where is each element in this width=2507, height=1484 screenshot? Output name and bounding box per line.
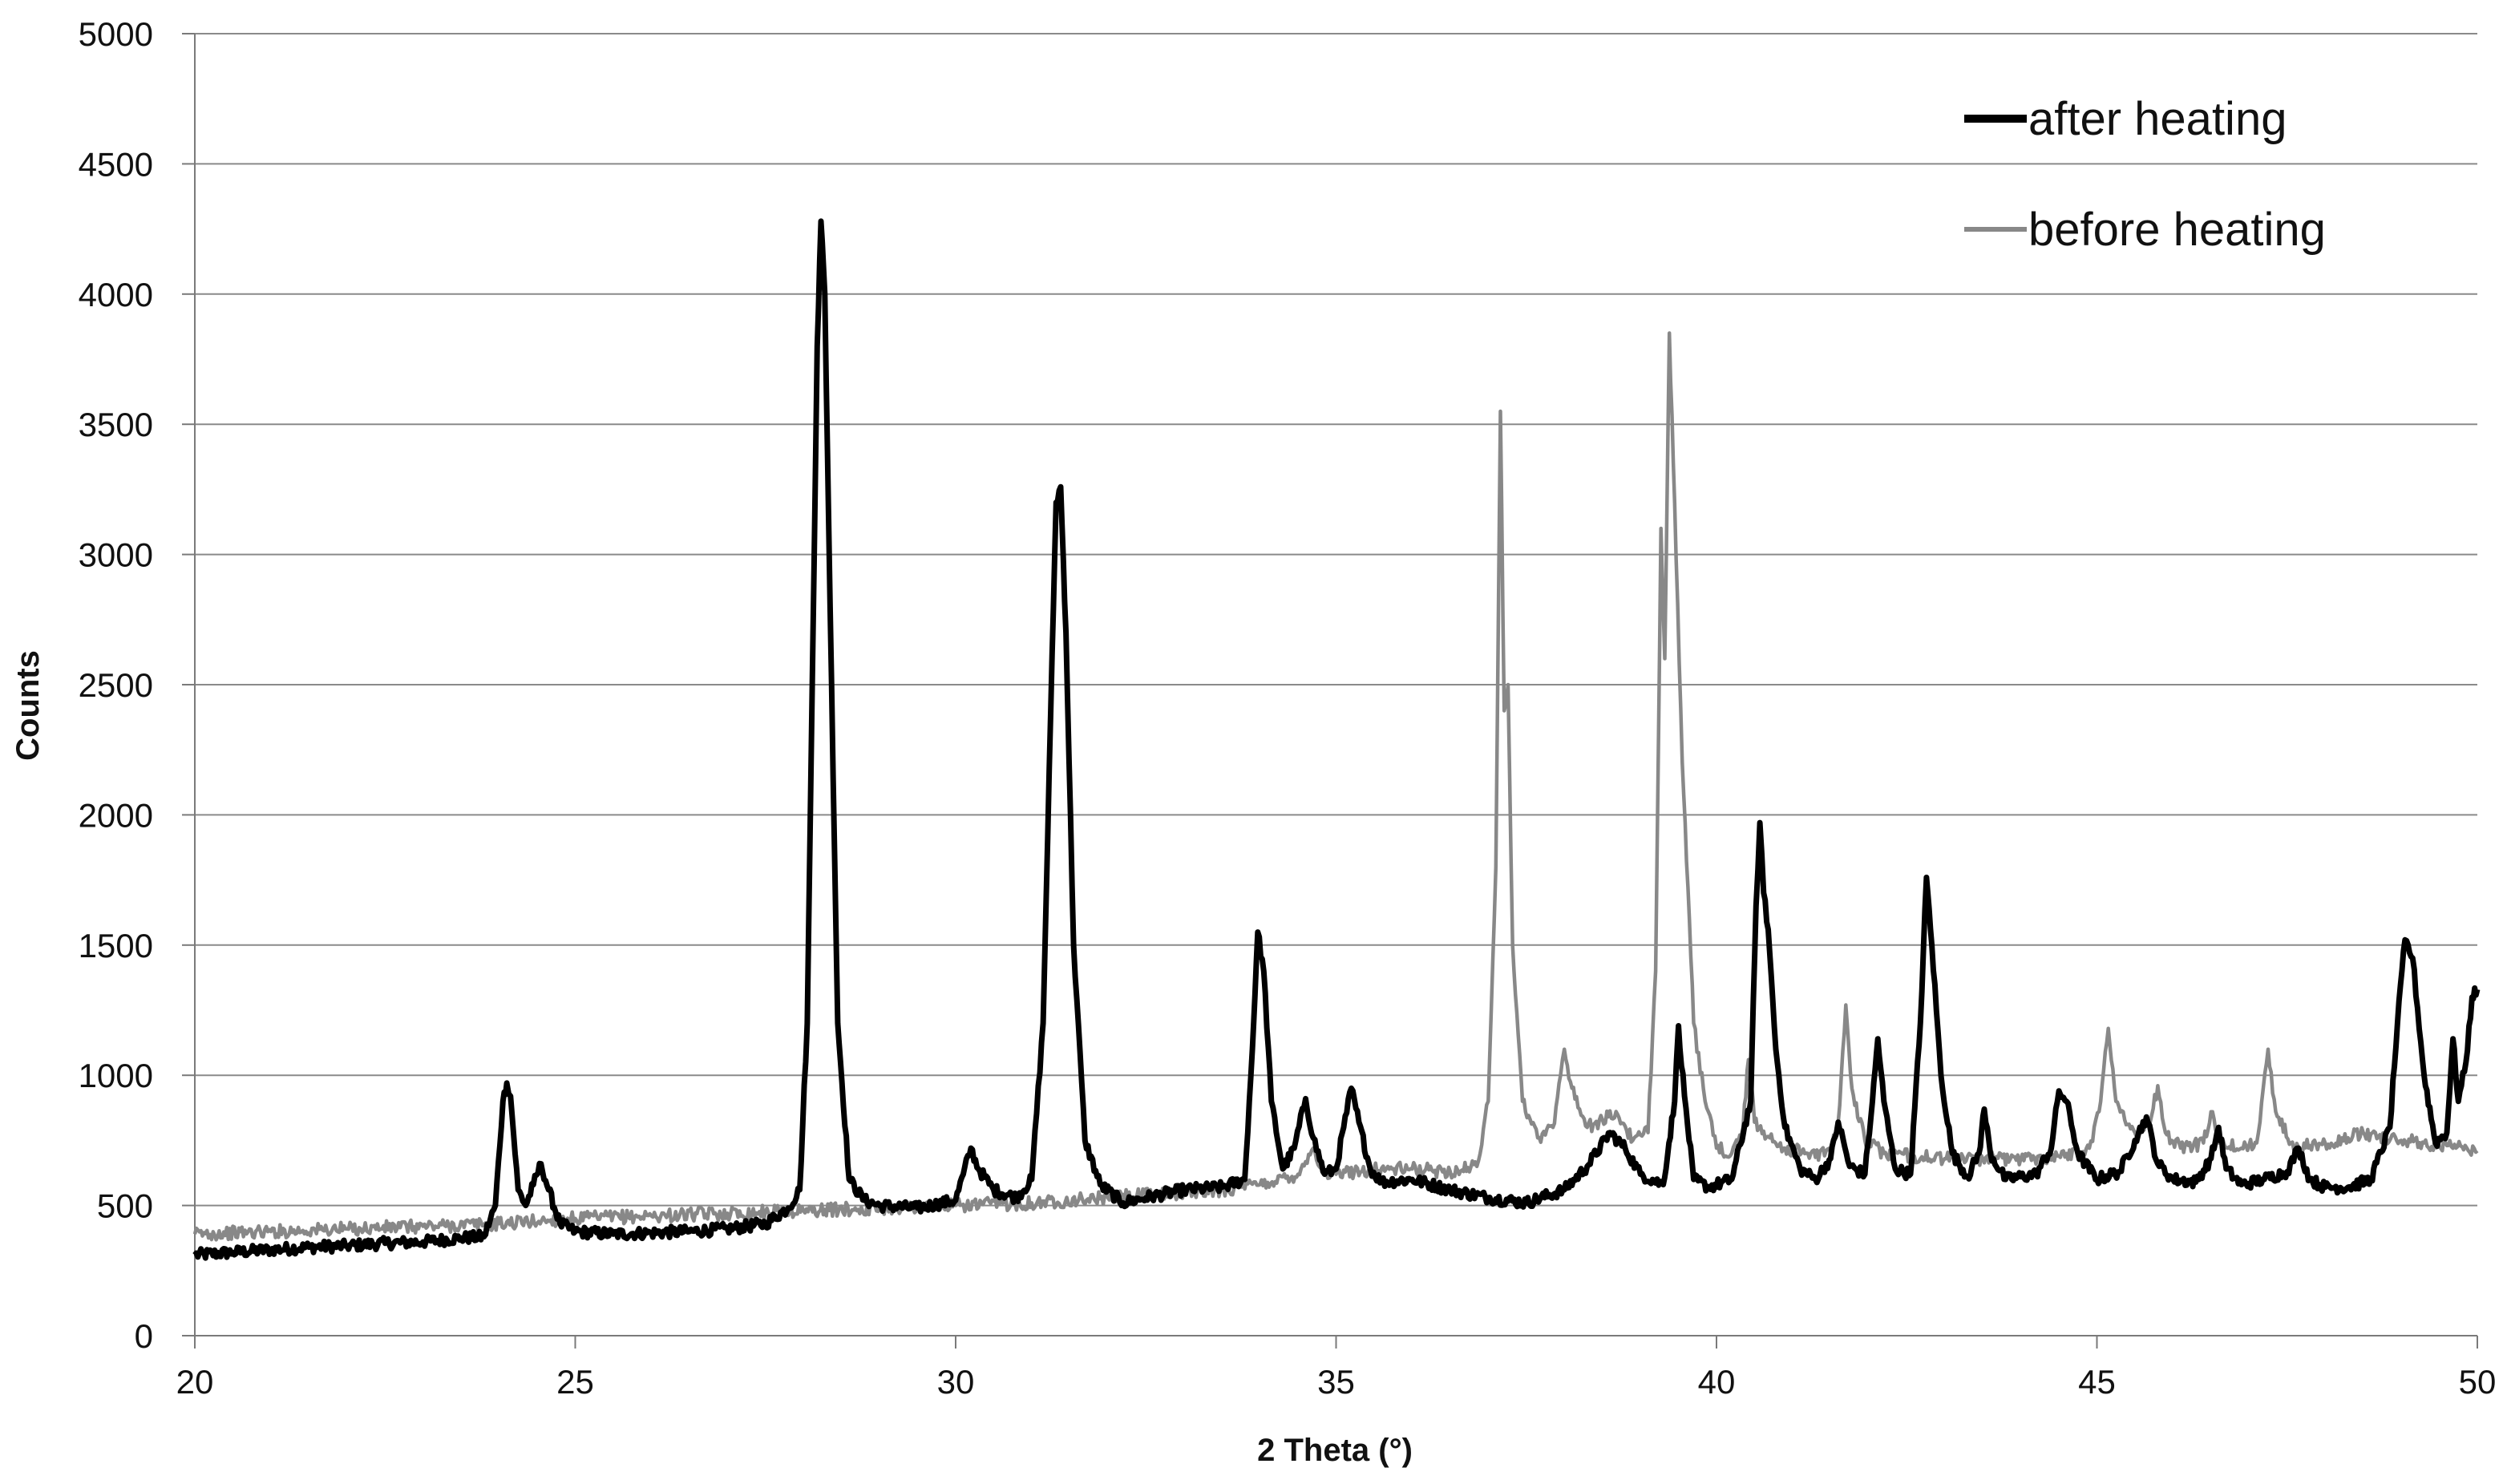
data-series <box>192 218 2481 1261</box>
legend-label-before-heating: before heating <box>2028 204 2326 256</box>
series-line-after-heating <box>192 218 2481 1261</box>
x-axis-title: 2 Theta (°) <box>1257 1433 1413 1468</box>
y-tick-label: 1000 <box>79 1057 153 1094</box>
y-tick-label: 2500 <box>79 666 153 704</box>
tick-labels: 0 500 1000 1500 2000 2500 3000 3500 4000 4500 5000… <box>79 15 2497 1401</box>
y-tick-label: 0 <box>135 1317 153 1355</box>
y-tick-label: 1500 <box>79 927 153 964</box>
x-tick-label: 20 <box>176 1363 214 1401</box>
x-tick-label: 30 <box>937 1363 975 1401</box>
x-tick-label: 45 <box>2078 1363 2116 1401</box>
y-tick-label: 2000 <box>79 796 153 834</box>
legend-label-after-heating: after heating <box>2028 93 2287 145</box>
y-tick-label: 500 <box>97 1187 153 1225</box>
y-tick-label: 4500 <box>79 145 153 183</box>
axes <box>182 33 2478 1349</box>
y-tick-label: 4000 <box>79 276 153 313</box>
y-tick-label: 5000 <box>79 15 153 53</box>
y-tick-label: 3000 <box>79 536 153 574</box>
x-tick-label: 25 <box>556 1363 594 1401</box>
gridlines <box>195 33 2477 1207</box>
series-line-before-heating <box>192 331 2479 1242</box>
y-axis-title: Counts <box>10 650 46 761</box>
y-tick-label: 3500 <box>79 406 153 443</box>
legend: after heating before heating <box>1964 93 2326 256</box>
x-tick-label: 50 <box>2459 1363 2497 1401</box>
x-tick-label: 40 <box>1698 1363 1736 1401</box>
x-tick-label: 35 <box>1317 1363 1355 1401</box>
